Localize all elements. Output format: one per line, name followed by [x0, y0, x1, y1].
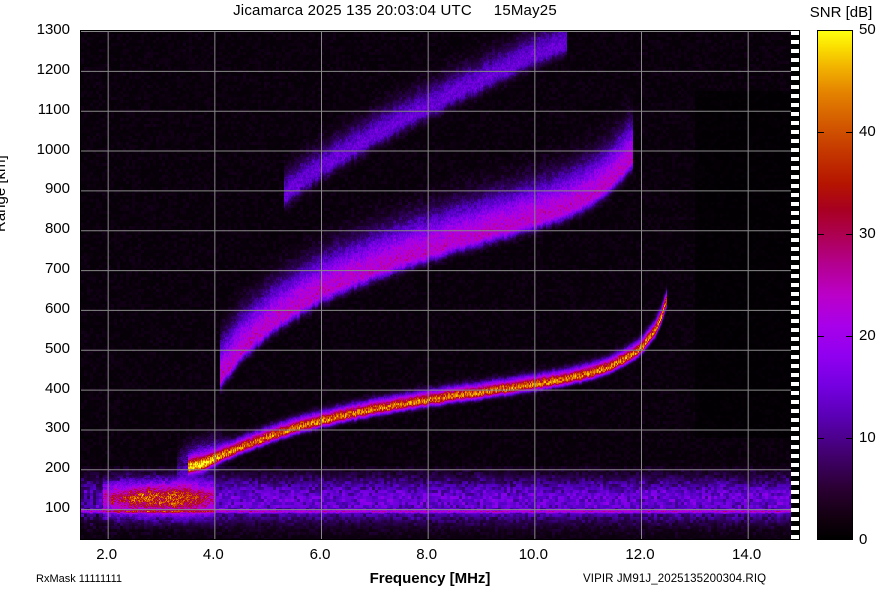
y-tick-500: 500: [44, 339, 70, 357]
colorbar-title: SNR [dB]: [809, 4, 873, 21]
colorbar-tickmark: [817, 234, 824, 235]
y-tick-600: 600: [44, 299, 70, 317]
x-tick-12: 12.0: [625, 546, 655, 563]
colorbar-tick-40: 40: [859, 123, 876, 140]
ionogram-heatmap-canvas: [81, 31, 799, 539]
x-tick-6: 6.0: [309, 546, 331, 563]
colorbar-tickmark: [846, 132, 853, 133]
y-tick-900: 900: [44, 180, 70, 198]
y-tick-700: 700: [44, 260, 70, 278]
y-tick-1000: 1000: [36, 140, 70, 158]
y-tick-400: 400: [44, 379, 70, 397]
y-tick-200: 200: [44, 459, 70, 477]
x-tick-8: 8.0: [416, 546, 438, 563]
y-tick-1300: 1300: [36, 21, 70, 38]
source-file-footer: VIPIR JM91J_2025135200304.RIQ: [583, 573, 767, 585]
colorbar-tickmark: [817, 132, 824, 133]
colorbar-tickmark: [846, 234, 853, 235]
x-tick-4: 4.0: [202, 546, 224, 563]
colorbar-tick-20: 20: [859, 327, 876, 344]
colorbar-tickmark: [817, 438, 824, 439]
x-tick-2: 2.0: [96, 546, 118, 563]
x-tick-10: 10.0: [518, 546, 548, 563]
y-tick-800: 800: [44, 220, 70, 238]
colorbar-tickmark: [817, 336, 824, 337]
x-tick-14: 14.0: [732, 546, 762, 563]
colorbar-tick-10: 10: [859, 429, 876, 446]
page-title: Jicamarca 2025 135 20:03:04 UTC 15May25: [233, 2, 557, 19]
ionogram-plot-area[interactable]: [80, 30, 800, 540]
y-axis-label: Range [km]: [0, 155, 9, 232]
plot-right-edge-marker: [791, 31, 799, 539]
x-axis-label: Frequency [MHz]: [369, 570, 491, 587]
colorbar-tickmark: [846, 438, 853, 439]
y-tick-1200: 1200: [36, 60, 70, 78]
colorbar-tick-50: 50: [859, 21, 876, 38]
colorbar-gradient: [817, 30, 853, 540]
y-tick-300: 300: [44, 419, 70, 437]
rxmask-footer: RxMask 11111111: [36, 573, 123, 585]
colorbar-tick-0: 0: [859, 531, 868, 548]
y-tick-1100: 1100: [37, 100, 70, 118]
colorbar-tick-30: 30: [859, 225, 876, 242]
y-tick-100: 100: [44, 499, 70, 517]
colorbar-tickmark: [846, 336, 853, 337]
colorbar[interactable]: [817, 30, 853, 540]
